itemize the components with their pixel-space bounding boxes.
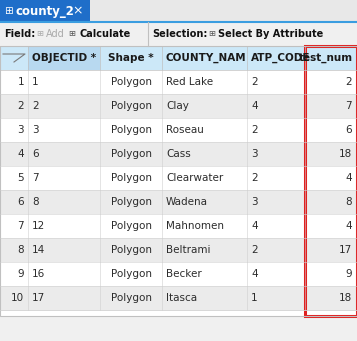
- Text: 6: 6: [32, 149, 39, 159]
- Text: Becker: Becker: [166, 269, 202, 279]
- Text: 8: 8: [32, 197, 39, 207]
- Text: Clay: Clay: [166, 101, 189, 111]
- Text: 4: 4: [345, 221, 352, 231]
- Text: 2: 2: [17, 101, 24, 111]
- Bar: [0, 0, 90, 22]
- Text: 7: 7: [345, 101, 352, 111]
- Text: 9: 9: [345, 269, 352, 279]
- Bar: [305, 46, 357, 316]
- Text: ⊞: ⊞: [36, 30, 43, 39]
- Text: 3: 3: [32, 125, 39, 135]
- Bar: [0, 118, 357, 142]
- Text: 2: 2: [251, 77, 258, 87]
- Bar: [28, 46, 100, 70]
- Text: 2: 2: [251, 173, 258, 183]
- Bar: [0, 262, 357, 286]
- Bar: [0, 70, 357, 94]
- Text: 17: 17: [339, 245, 352, 255]
- Text: 4: 4: [251, 269, 258, 279]
- Text: 5: 5: [17, 173, 24, 183]
- Bar: [0, 142, 357, 166]
- Text: Polygon: Polygon: [111, 101, 151, 111]
- Text: Shape *: Shape *: [108, 53, 154, 63]
- Text: 18: 18: [339, 149, 352, 159]
- Bar: [0, 46, 357, 70]
- Text: 7: 7: [32, 173, 39, 183]
- Text: 8: 8: [345, 197, 352, 207]
- Text: 1: 1: [17, 77, 24, 87]
- Text: 4: 4: [251, 221, 258, 231]
- Text: Beltrami: Beltrami: [166, 245, 211, 255]
- Text: 2: 2: [345, 77, 352, 87]
- Text: Roseau: Roseau: [166, 125, 204, 135]
- Bar: [0, 166, 357, 190]
- Text: test_num: test_num: [299, 53, 353, 63]
- Text: ⊞: ⊞: [68, 30, 75, 39]
- Bar: [0, 94, 357, 118]
- Text: 2: 2: [251, 245, 258, 255]
- Text: Polygon: Polygon: [111, 173, 151, 183]
- Bar: [0, 238, 357, 262]
- Text: 1: 1: [251, 293, 258, 303]
- Text: 18: 18: [339, 293, 352, 303]
- Bar: [0, 214, 357, 238]
- Text: 4: 4: [17, 149, 24, 159]
- Text: ⊞: ⊞: [4, 6, 13, 16]
- Text: 14: 14: [32, 245, 45, 255]
- Text: Calculate: Calculate: [79, 29, 130, 39]
- Text: 3: 3: [251, 197, 258, 207]
- Text: Polygon: Polygon: [111, 269, 151, 279]
- Text: 4: 4: [251, 101, 258, 111]
- Text: Polygon: Polygon: [111, 149, 151, 159]
- Bar: [0, 0, 357, 22]
- Text: 4: 4: [345, 173, 352, 183]
- Text: ×: ×: [72, 4, 82, 17]
- Bar: [0, 46, 357, 316]
- Text: 6: 6: [345, 125, 352, 135]
- Text: 3: 3: [17, 125, 24, 135]
- Text: Selection:: Selection:: [152, 29, 207, 39]
- Text: Polygon: Polygon: [111, 77, 151, 87]
- Text: Red Lake: Red Lake: [166, 77, 213, 87]
- Text: Polygon: Polygon: [111, 245, 151, 255]
- Text: Field:: Field:: [4, 29, 35, 39]
- Bar: [0, 190, 357, 214]
- Text: Polygon: Polygon: [111, 293, 151, 303]
- Text: 1: 1: [32, 77, 39, 87]
- Text: 16: 16: [32, 269, 45, 279]
- Text: 2: 2: [32, 101, 39, 111]
- Text: Clearwater: Clearwater: [166, 173, 223, 183]
- Text: 6: 6: [17, 197, 24, 207]
- Text: 9: 9: [17, 269, 24, 279]
- Text: 8: 8: [17, 245, 24, 255]
- Text: 7: 7: [17, 221, 24, 231]
- Text: 10: 10: [11, 293, 24, 303]
- Bar: [0, 22, 357, 46]
- Text: 12: 12: [32, 221, 45, 231]
- Text: Itasca: Itasca: [166, 293, 197, 303]
- Text: Wadena: Wadena: [166, 197, 208, 207]
- Text: Mahnomen: Mahnomen: [166, 221, 224, 231]
- Bar: [0, 310, 357, 316]
- Text: ATP_CODE: ATP_CODE: [251, 53, 311, 63]
- Text: Select By Attribute: Select By Attribute: [218, 29, 323, 39]
- Text: COUNTY_NAM: COUNTY_NAM: [166, 53, 247, 63]
- Text: 3: 3: [251, 149, 258, 159]
- Text: Polygon: Polygon: [111, 197, 151, 207]
- Text: Polygon: Polygon: [111, 125, 151, 135]
- Bar: [0, 286, 357, 310]
- Text: ⊞: ⊞: [208, 30, 215, 39]
- Text: Cass: Cass: [166, 149, 191, 159]
- Text: county_2: county_2: [16, 4, 75, 17]
- Text: Add: Add: [46, 29, 65, 39]
- Text: 2: 2: [251, 125, 258, 135]
- Text: Polygon: Polygon: [111, 221, 151, 231]
- Text: 17: 17: [32, 293, 45, 303]
- Text: OBJECTID *: OBJECTID *: [32, 53, 96, 63]
